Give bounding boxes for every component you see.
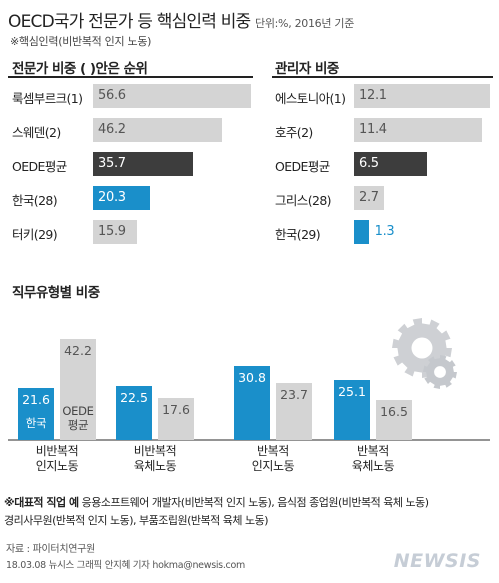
bar bbox=[93, 152, 193, 176]
bar-value-label: 23.7 bbox=[280, 387, 308, 403]
category-label-line: 육체노동 bbox=[351, 459, 395, 473]
bar bbox=[93, 84, 251, 108]
bar-value-label: 1.3 bbox=[374, 224, 395, 239]
bar bbox=[354, 118, 483, 142]
bar-value-label: 42.2 bbox=[64, 342, 92, 358]
bar-value-label: 17.6 bbox=[162, 401, 190, 417]
bar-value-label: 35.7 bbox=[98, 156, 126, 171]
legend-oecd-line: OEDE bbox=[62, 404, 94, 418]
bar bbox=[376, 400, 412, 440]
bar-value-label: 12.1 bbox=[359, 88, 387, 103]
bar bbox=[354, 152, 428, 176]
job-type-svg bbox=[8, 318, 490, 441]
bar-value-label: 2.7 bbox=[359, 190, 379, 205]
bar bbox=[354, 220, 369, 244]
title-text: OECD국가 전문가 등 핵심인력 비중 bbox=[8, 12, 251, 32]
bar-category-label: 그리스(28) bbox=[275, 193, 332, 208]
category-label-line: 반복적 bbox=[257, 444, 289, 458]
bar-value-label: 46.2 bbox=[98, 122, 126, 137]
bar-value-label: 21.6 bbox=[22, 392, 50, 408]
category-label: 반복적 육체노동 bbox=[328, 444, 418, 474]
core-note: ※핵심인력(비반복적 인지 노동) bbox=[10, 35, 152, 48]
category-label-line: 인지노동 bbox=[35, 459, 79, 473]
bar bbox=[18, 388, 54, 440]
expert-share-heading: 전문가 비중 ( )안은 순위 bbox=[12, 57, 148, 77]
bar-category-label: 룩셈부르크(1) bbox=[12, 91, 83, 106]
gear-hole bbox=[434, 366, 446, 378]
category-label-line: 육체노동 bbox=[133, 459, 177, 473]
bar bbox=[158, 397, 194, 440]
category-label-line: 인지노동 bbox=[251, 459, 295, 473]
example-jobs: ※대표적 직업 예 응용소프트웨어 개발자(비반복적 인지 노동), 음식점 종… bbox=[4, 494, 498, 530]
bar bbox=[354, 84, 490, 108]
example-line1: 응용소프트웨어 개발자(비반복적 인지 노동), 음식점 종업원(비반복적 육체… bbox=[81, 496, 429, 509]
category-label: 비반복적 육체노동 bbox=[110, 444, 200, 474]
bar-value-label: 30.8 bbox=[238, 370, 266, 386]
bar bbox=[93, 118, 222, 142]
bar-category-label: OEDE평균 bbox=[275, 159, 330, 174]
gear-hole bbox=[411, 337, 433, 359]
category-label: 비반복적 인지노동 bbox=[12, 444, 102, 474]
credit-text: 18.03.08 뉴시스 그래픽 안지혜 기자 hokma@newsis.com bbox=[6, 560, 245, 571]
bar bbox=[276, 383, 312, 440]
bar-category-label: 스웨덴(2) bbox=[12, 125, 61, 140]
bar bbox=[93, 220, 138, 244]
bar bbox=[60, 338, 96, 440]
job-type-heading: 직무유형별 비중 bbox=[12, 285, 100, 301]
bar-value-label: 16.5 bbox=[380, 404, 408, 420]
gear-icon bbox=[392, 318, 457, 389]
bar bbox=[334, 379, 370, 440]
source-text: 자료 : 파이터치연구원 bbox=[6, 544, 95, 555]
manager-share-heading: 관리자 비중 bbox=[275, 61, 339, 77]
expert-share-rule bbox=[8, 76, 253, 78]
legend-oecd-line: 평균 bbox=[67, 418, 89, 432]
unit-text: 단위:%, 2016년 기준 bbox=[255, 17, 355, 30]
expert-share-title: 전문가 비중 ( )안은 순위 bbox=[12, 61, 148, 77]
bar bbox=[234, 366, 270, 440]
legend-korea-label: 한국 bbox=[25, 416, 47, 430]
bar-category-label: 터키(29) bbox=[12, 227, 58, 242]
bar-value-label: 22.5 bbox=[120, 390, 148, 405]
expert-share-chart: 룩셈부르크(1) 56.6 스웨덴(2) 46.2 OEDE평균 35.7 한국(28) 20… bbox=[0, 80, 499, 250]
bar-category-label: OEDE평균 bbox=[12, 159, 67, 174]
legend-oecd-label: OEDE 평균 bbox=[60, 404, 96, 432]
category-label-line: 비반복적 bbox=[133, 444, 177, 458]
bar-value-label: 20.3 bbox=[98, 190, 126, 205]
bar-category-label: 에스토니아(1) bbox=[275, 91, 346, 106]
category-label: 반복적 인지노동 bbox=[228, 444, 318, 474]
example-label: ※대표적 직업 예 bbox=[4, 496, 79, 509]
bar bbox=[93, 186, 150, 210]
bar-value-label: 56.6 bbox=[98, 88, 126, 103]
job-type-chart: 21.6 42.2 비반복적 인지노동 22.5 17.6 비반복적 육체노동 30.8 23.7… bbox=[0, 300, 499, 490]
bar-category-label: 한국(29) bbox=[275, 227, 321, 242]
page-title: OECD국가 전문가 등 핵심인력 비중 단위:%, 2016년 기준 bbox=[8, 7, 354, 32]
manager-share-rule bbox=[272, 76, 493, 78]
example-line2: 경리사무원(반복적 인지 노동), 부품조립원(반복적 육체 노동) bbox=[4, 514, 269, 527]
manager-share-chart: 에스토니아(1) 12.1 호주(2) 11.4 OEDE평균 6.5 그리스(28) 2.7… bbox=[0, 80, 499, 250]
category-label-line: 비반복적 bbox=[35, 444, 79, 458]
bar-value-label: 15.9 bbox=[98, 224, 126, 239]
category-label-line: 반복적 bbox=[357, 444, 389, 458]
bar bbox=[116, 386, 152, 440]
newsis-logo: NEWSIS bbox=[393, 550, 481, 572]
bar-category-label: 호주(2) bbox=[275, 125, 313, 140]
bar-value-label: 6.5 bbox=[359, 156, 379, 171]
bar-category-label: 한국(28) bbox=[12, 193, 58, 208]
bar-value-label: 25.1 bbox=[338, 383, 366, 399]
bar bbox=[354, 186, 385, 210]
bar-value-label: 11.4 bbox=[359, 122, 387, 137]
